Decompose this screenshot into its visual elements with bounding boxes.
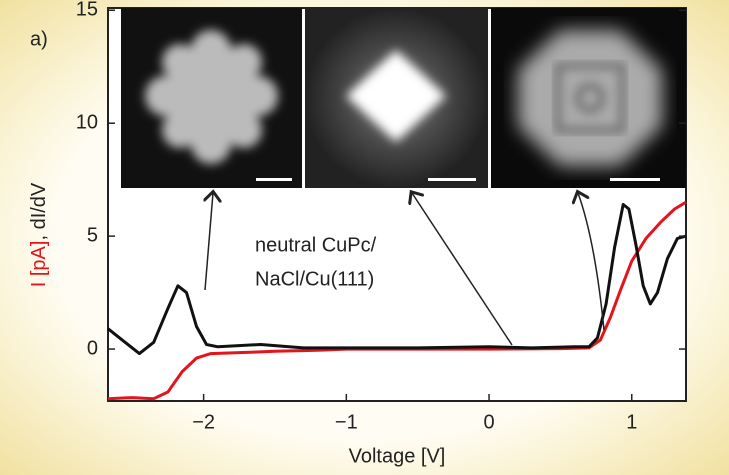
y-label-current: I [pA] (28, 241, 50, 288)
y-tick-label: 15 (76, 0, 98, 21)
y-tick-label: 0 (87, 337, 98, 359)
x-axis-label: Voltage [V] (349, 445, 446, 467)
y-label-conductance: , dI/dV (28, 182, 50, 240)
annotation: NaCl/Cu(111) (255, 268, 374, 290)
x-tick-label: −1 (335, 411, 358, 433)
x-tick-label: 0 (483, 411, 494, 433)
x-tick-label: −2 (192, 411, 215, 433)
chart: neutral CuPc/ NaCl/Cu(111) a) I [pA], dI… (0, 0, 729, 475)
y-tick-label: 5 (87, 224, 98, 246)
y-tick-label: 10 (76, 111, 98, 133)
panel-label: a) (30, 28, 48, 50)
y-axis-label: I [pA], dI/dV (28, 182, 50, 287)
figure-frame: neutral CuPc/ NaCl/Cu(111) a) I [pA], dI… (0, 0, 729, 475)
x-tick-label: 1 (626, 411, 637, 433)
annotation: neutral CuPc/ (255, 234, 377, 256)
inset-images (121, 8, 686, 188)
